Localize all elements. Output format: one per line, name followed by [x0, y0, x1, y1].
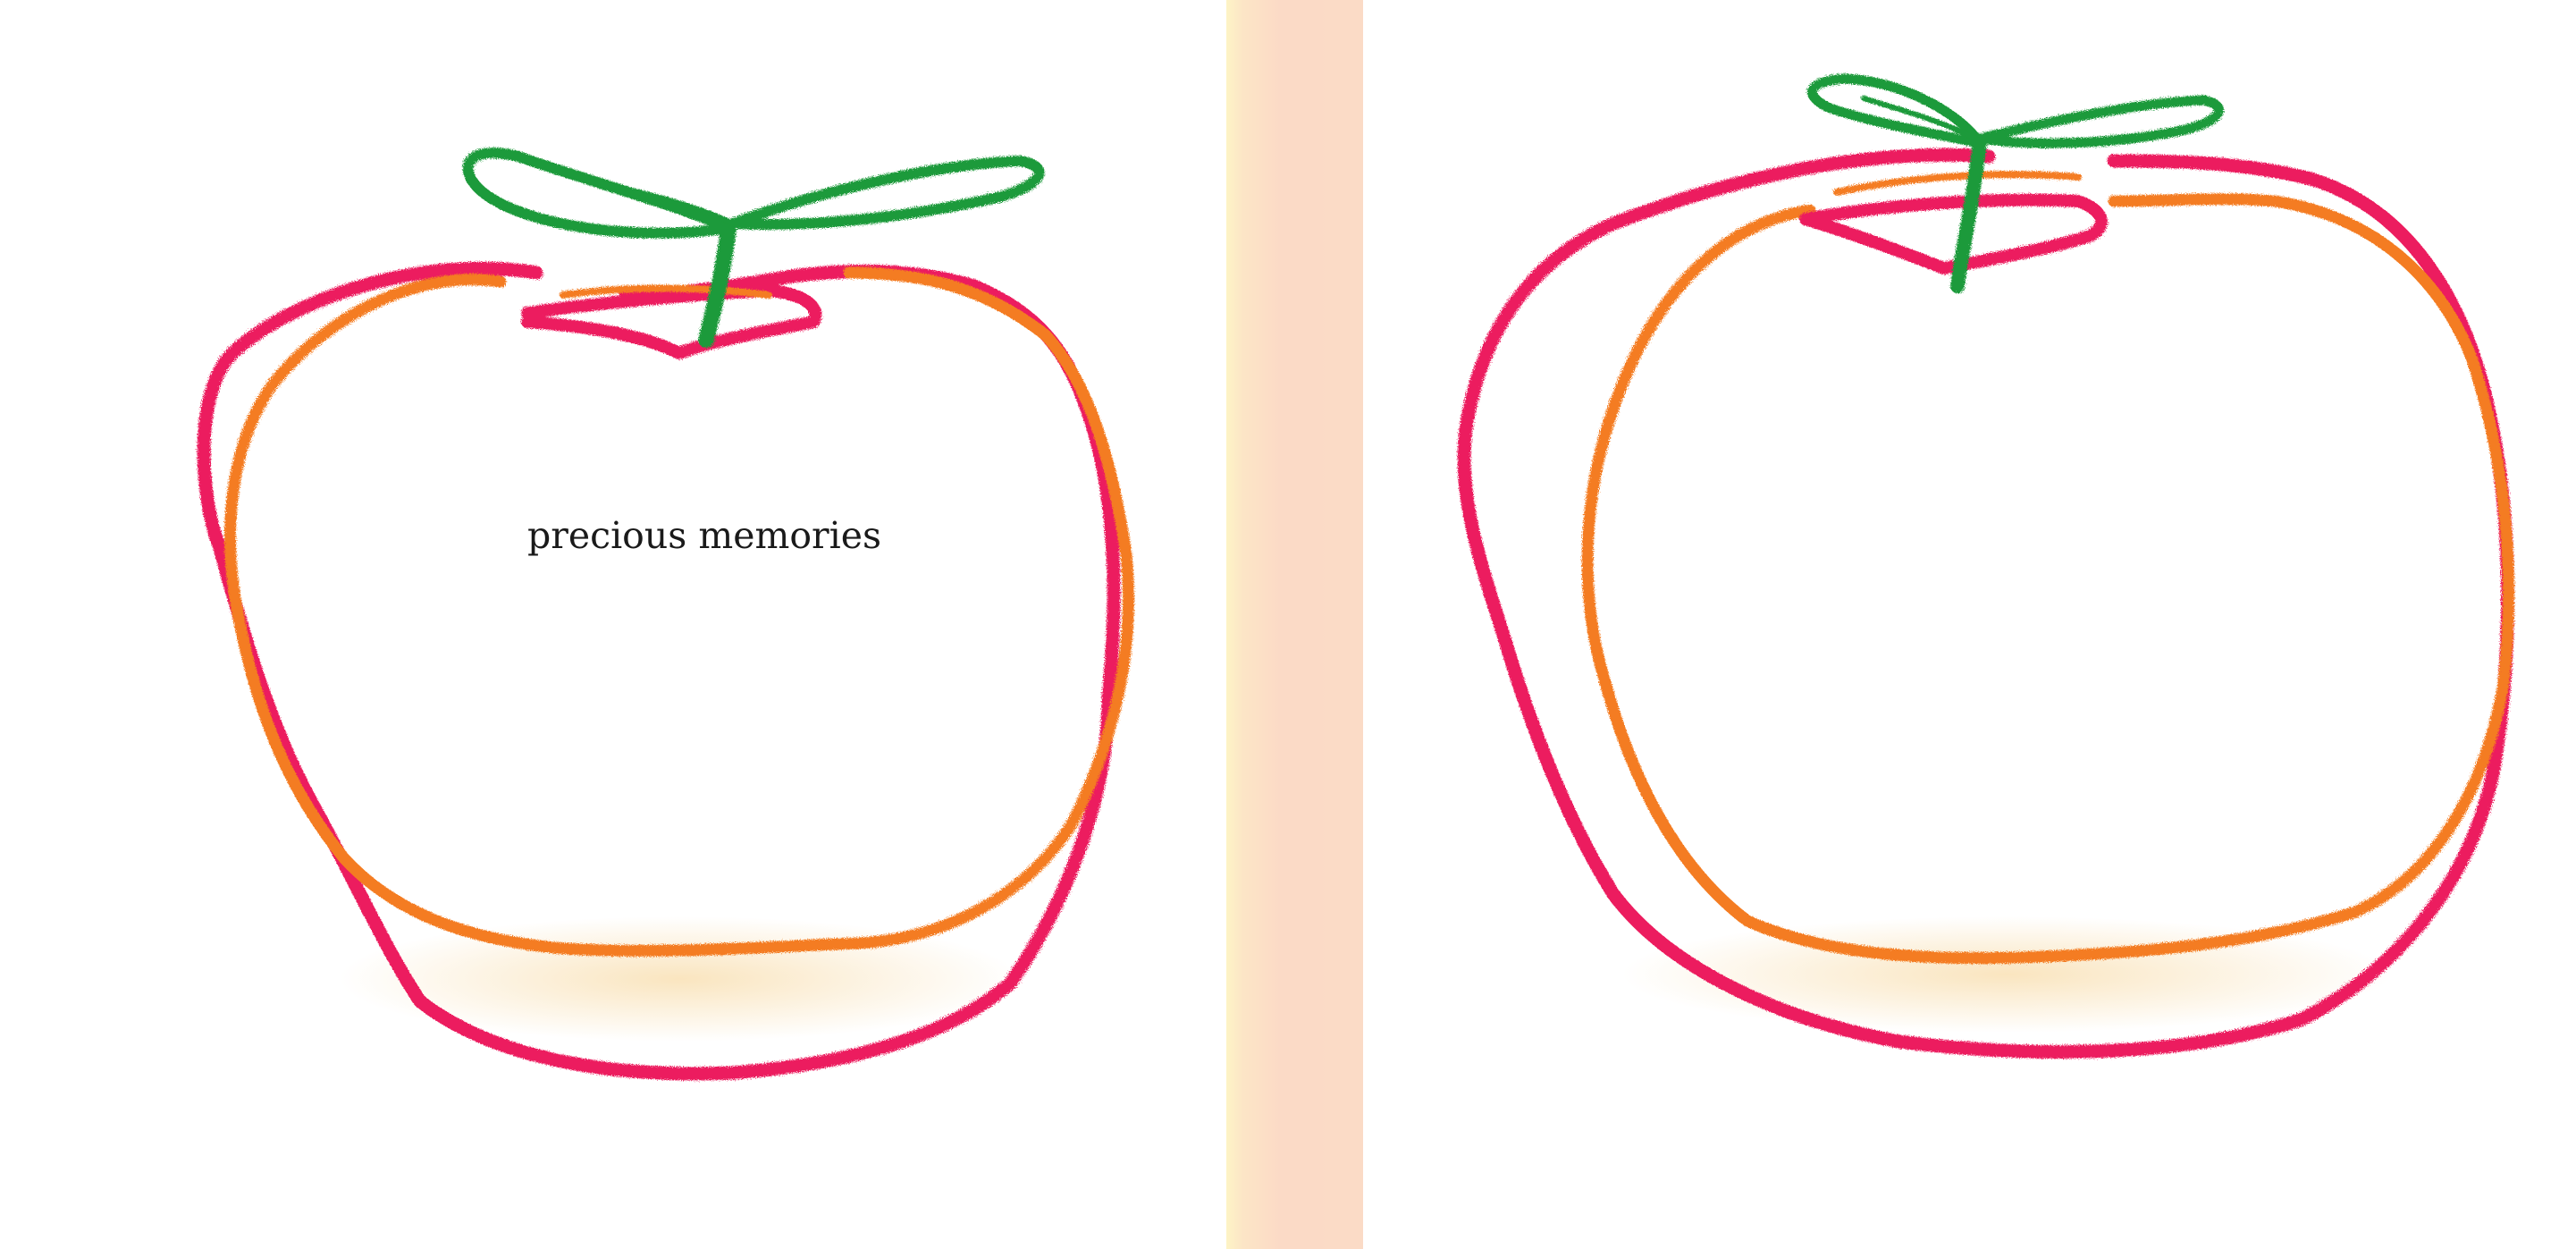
page-caption: precious memories	[527, 514, 882, 557]
left-page: precious memories	[0, 0, 1225, 1249]
left-apple-icon	[197, 148, 1134, 1081]
right-apple-icon	[1457, 73, 2515, 1059]
crayon-spine	[1226, 0, 1363, 1249]
right-page	[1363, 0, 2576, 1249]
crayon-stripe-icon	[1226, 0, 1363, 1249]
